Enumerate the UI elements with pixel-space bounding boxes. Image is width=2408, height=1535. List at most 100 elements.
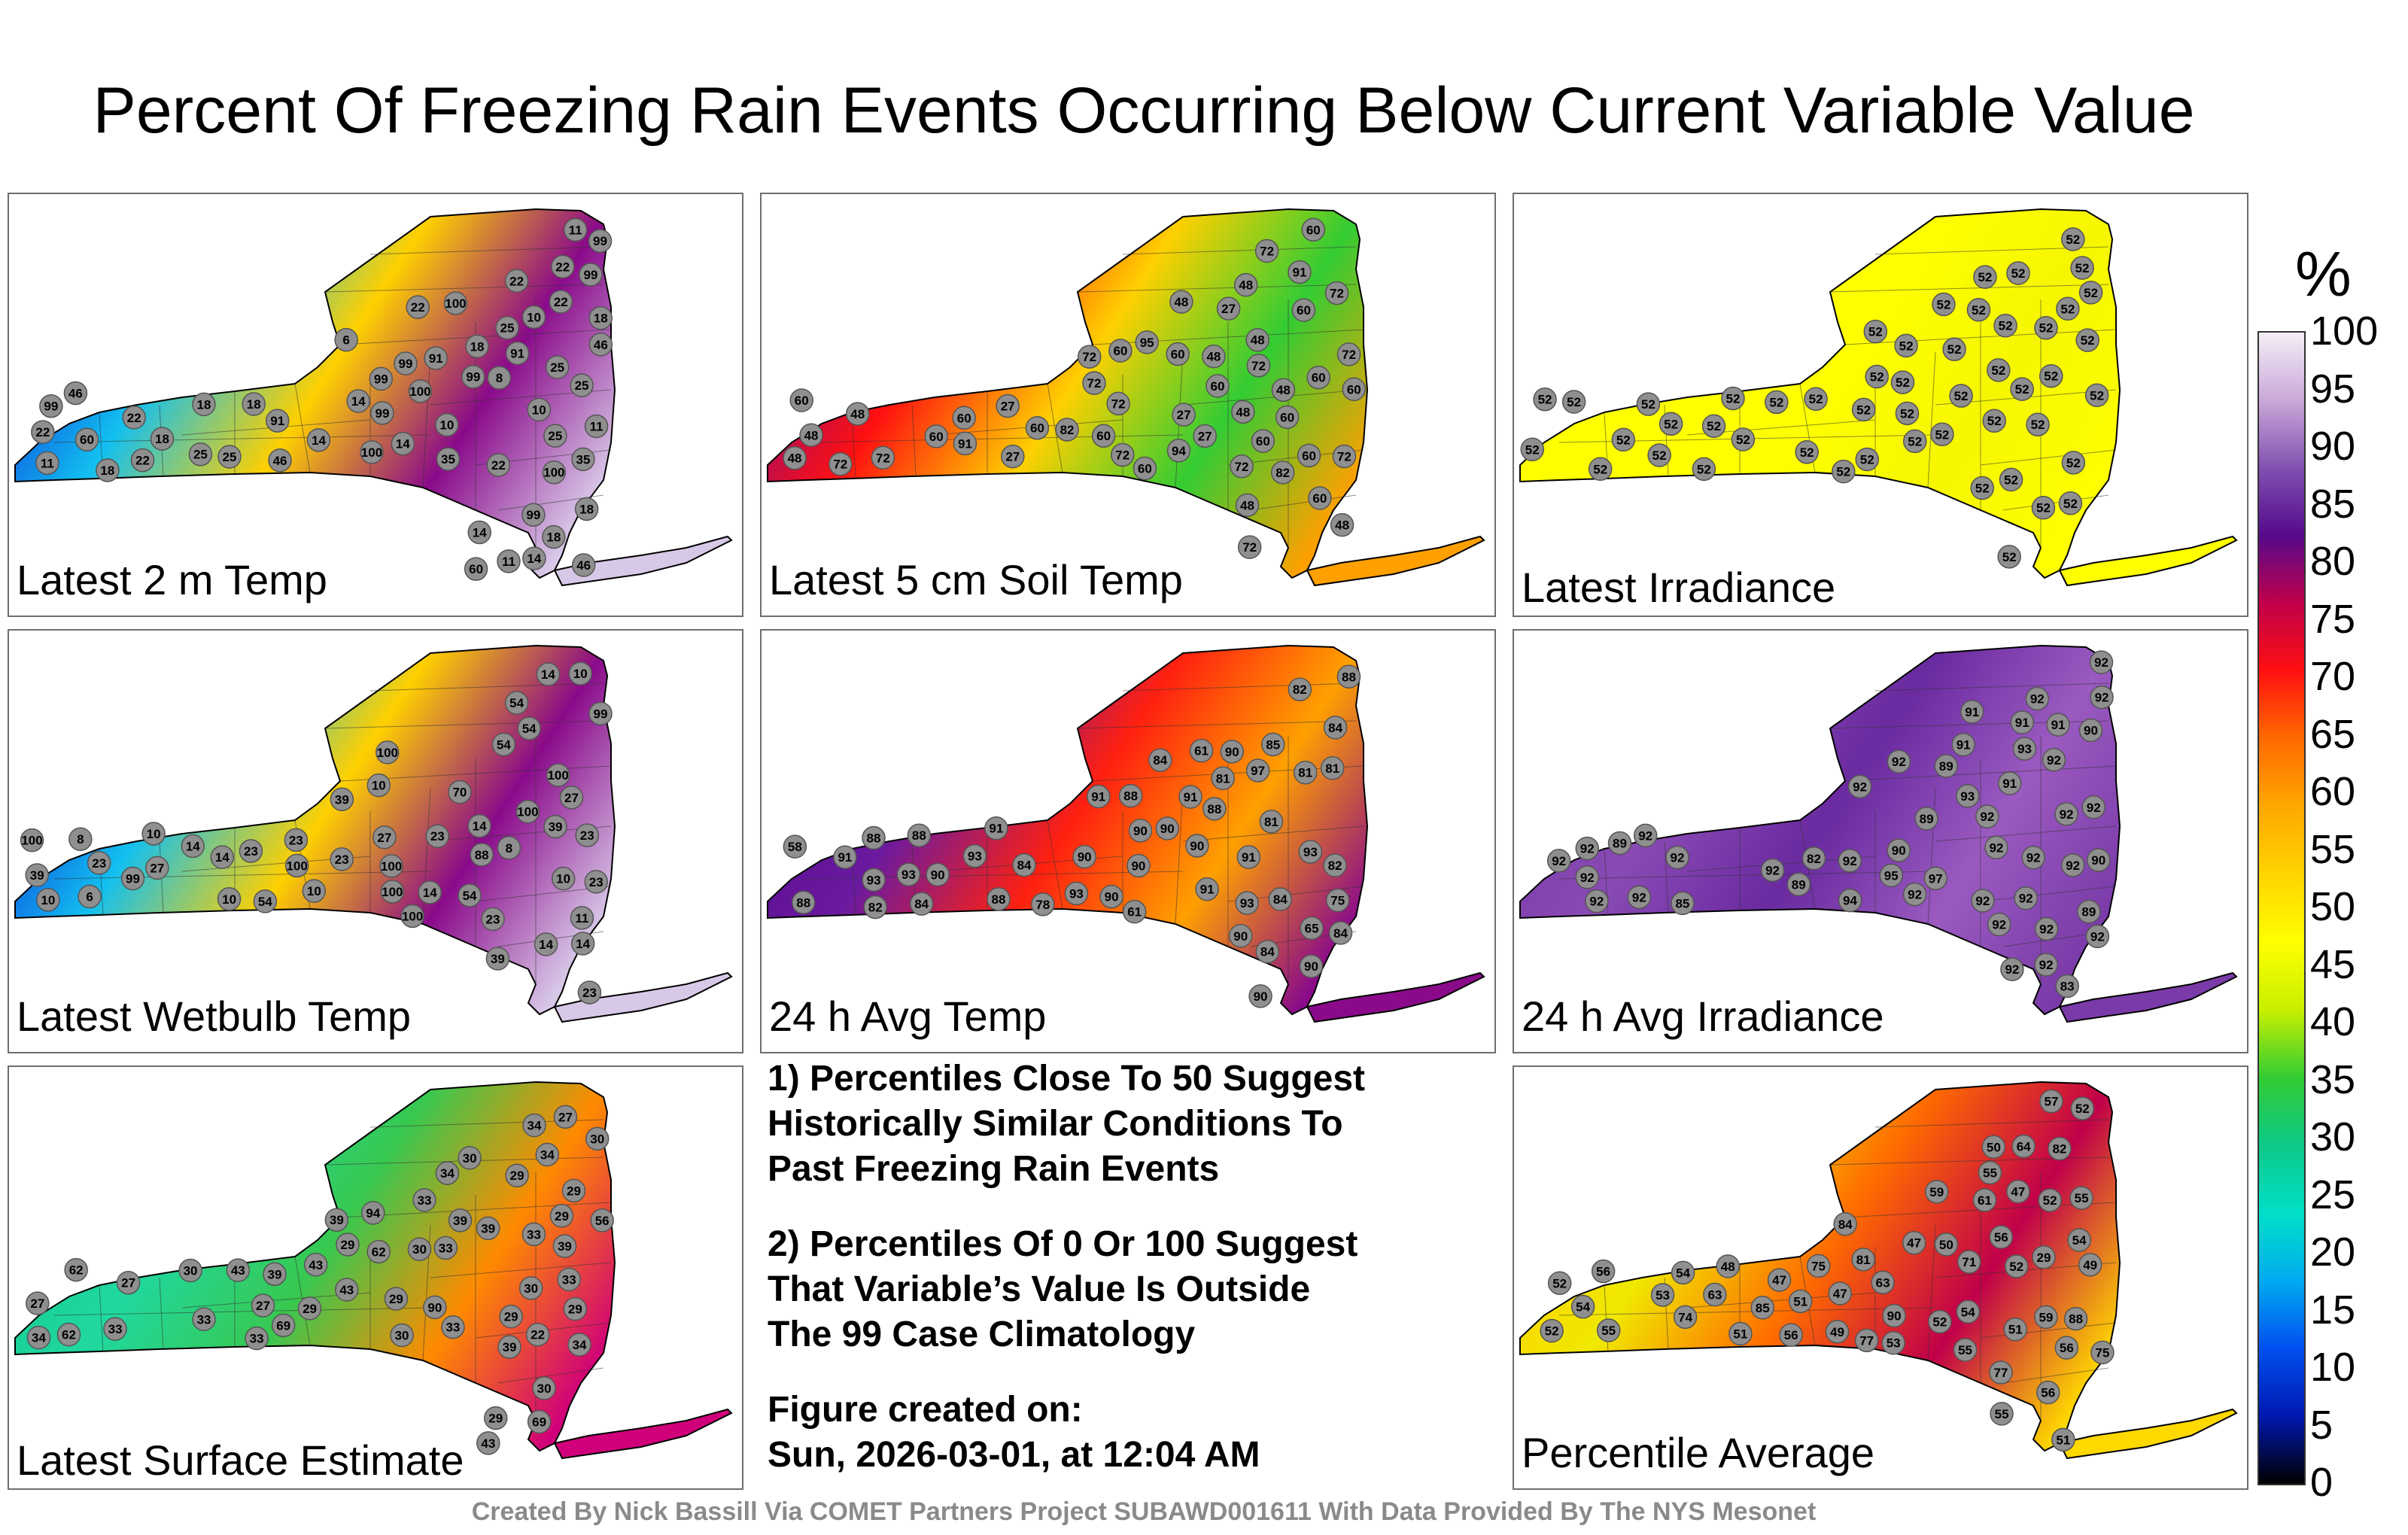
station-marker: 61 [1189, 738, 1214, 763]
station-value: 72 [1111, 397, 1126, 411]
station-marker: 29 [336, 1233, 360, 1257]
station-marker: 92 [2025, 686, 2050, 711]
station-marker: 14 [534, 932, 558, 956]
station-value: 90 [2084, 723, 2098, 737]
station-value: 23 [582, 986, 597, 1000]
station-marker: 72 [1332, 444, 1357, 469]
note-1: 1) Percentiles Close To 50 Suggest Histo… [768, 1056, 1475, 1192]
station-marker: 52 [1942, 337, 1966, 361]
station-marker: 92 [1987, 912, 2011, 937]
station-marker: 10 [302, 879, 327, 903]
station-value: 54 [1576, 1300, 1590, 1315]
station-marker: 88 [907, 823, 932, 847]
county-line [369, 246, 604, 255]
station-marker: 100 [546, 763, 570, 787]
station-marker: 33 [557, 1267, 581, 1292]
station-marker: 48 [1245, 327, 1269, 352]
station-marker: 85 [1750, 1296, 1774, 1320]
station-marker: 92 [1546, 849, 1571, 873]
panel-label: Percentile Average [1522, 1429, 1875, 1476]
station-marker: 52 [1863, 319, 1888, 344]
station-marker: 30 [458, 1146, 482, 1170]
station-marker: 48 [845, 402, 870, 426]
station-value: 77 [1993, 1366, 2008, 1380]
county-line [99, 1284, 104, 1352]
station-value: 100 [361, 445, 382, 460]
station-value: 61 [1978, 1193, 1992, 1208]
station-marker: 39 [25, 863, 50, 887]
station-marker: 52 [1982, 409, 2006, 433]
station-value: 27 [1221, 302, 1236, 316]
station-marker: 22 [486, 453, 511, 477]
station-value: 91 [510, 346, 524, 360]
station-value: 52 [2031, 418, 2045, 432]
station-value: 11 [575, 911, 588, 926]
station-value: 29 [340, 1238, 354, 1252]
station-value: 93 [1240, 896, 1254, 910]
station-marker: 22 [406, 295, 430, 319]
station-value: 22 [509, 274, 524, 288]
panel-24h-avg-temp: 90 91 90 88 58 84 90 84 81 84 90 78 82 81 61 88 65 90 75 90… [760, 629, 1496, 1053]
station-value: 94 [1172, 444, 1186, 458]
station-marker: 52 [2039, 363, 2063, 388]
station-marker: 27 [1172, 403, 1196, 427]
station-value: 81 [1325, 761, 1339, 776]
station-value: 29 [555, 1209, 569, 1223]
station-value: 88 [475, 848, 489, 862]
county-line [422, 351, 431, 488]
station-value: 52 [2044, 369, 2058, 384]
station-value: 91 [989, 822, 1003, 836]
station-marker: 52 [1993, 313, 2017, 338]
station-marker: 72 [1336, 342, 1361, 366]
station-value: 14 [539, 938, 553, 952]
colorbar-tick: 80 [2310, 539, 2356, 584]
station-marker: 11 [35, 451, 59, 476]
station-value: 60 [1211, 379, 1225, 394]
station-marker: 29 [484, 1406, 508, 1430]
station-marker: 48 [799, 423, 823, 448]
station-marker: 100 [542, 460, 567, 485]
station-value: 46 [576, 558, 591, 573]
colorbar-tick: 0 [2310, 1460, 2334, 1505]
station-marker: 92 [1627, 885, 1651, 910]
station-value: 91 [2015, 716, 2029, 730]
station-marker: 91 [1960, 700, 1984, 724]
station-marker: 48 [1202, 344, 1226, 369]
station-value: 54 [463, 889, 477, 903]
station-marker: 60 [1133, 456, 1157, 481]
station-marker: 77 [1989, 1360, 2013, 1385]
station-marker: 61 [1972, 1188, 1997, 1212]
county-line [1077, 284, 1357, 293]
station-marker: 48 [1330, 512, 1354, 537]
station-value: 60 [80, 433, 94, 447]
station-marker: 52 [2070, 256, 2094, 280]
station-marker: 100 [515, 799, 540, 824]
station-value: 48 [1174, 295, 1188, 309]
station-value: 48 [1206, 350, 1221, 364]
station-value: 72 [1087, 376, 1102, 391]
station-marker: 62 [366, 1239, 391, 1264]
station-marker: 52 [2056, 296, 2080, 321]
colorbar-tick: 35 [2310, 1056, 2356, 1102]
station-marker: 27 [372, 825, 397, 850]
station-value: 23 [244, 844, 258, 859]
station-marker: 93 [862, 868, 886, 892]
station-value: 57 [2045, 1095, 2059, 1109]
station-marker: 29 [549, 1204, 574, 1228]
station-value: 25 [500, 321, 515, 336]
station-value: 62 [69, 1263, 84, 1278]
station-marker: 72 [829, 451, 853, 476]
station-value: 90 [1131, 859, 1145, 873]
station-value: 23 [335, 853, 349, 867]
station-marker: 52 [1865, 364, 1889, 389]
notes-text: 1) Percentiles Close To 50 Suggest Histo… [768, 1056, 1475, 1508]
station-value: 88 [992, 892, 1006, 907]
station-marker: 84 [1328, 921, 1353, 945]
station-value: 84 [914, 897, 929, 911]
station-marker: 35 [571, 447, 595, 472]
station-value: 84 [1328, 721, 1342, 735]
colorbar-tick: 100 [2310, 309, 2379, 354]
station-marker: 99 [588, 701, 613, 726]
station-marker: 60 [1297, 443, 1321, 468]
